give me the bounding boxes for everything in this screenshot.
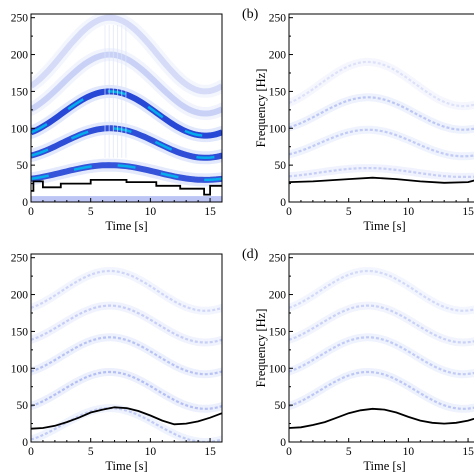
x-tick-label: 15	[204, 446, 216, 458]
harmonic-ridge-peak	[31, 127, 222, 160]
spectrogram-heatmap	[31, 267, 222, 442]
harmonic-ridge-halo	[289, 125, 474, 161]
panel-d: 0 50 100 150 200 250 0 5 10 15 Time [s] Frequency […	[242, 247, 474, 473]
y-tick-label: 100	[11, 123, 29, 135]
panel-c: 0 50 100 150 200 250 0 5 10 15 Time [s]	[11, 253, 223, 473]
harmonic-ridge	[289, 96, 474, 131]
y-tick-label: 100	[269, 363, 287, 375]
x-tick-label: 15	[204, 206, 216, 218]
harmonic-ridge	[31, 407, 222, 442]
y-tick-label: 100	[269, 123, 287, 135]
y-tick-label: 50	[275, 400, 287, 412]
x-axis-label: Time [s]	[105, 219, 147, 233]
y-tick-label: 250	[269, 253, 287, 265]
harmonic-ridge	[31, 370, 222, 410]
x-tick-label: 0	[28, 446, 34, 458]
y-tick-label: 200	[269, 50, 287, 62]
harmonic-ridge	[31, 51, 222, 117]
harmonic-ridge	[31, 336, 222, 376]
low-frequency-band	[31, 196, 222, 202]
plot-area	[289, 14, 474, 202]
x-tick-label: 5	[88, 206, 94, 218]
y-tick-label: 250	[269, 13, 287, 25]
tracking-line	[31, 179, 222, 196]
harmonic-ridge-peak	[31, 90, 222, 137]
harmonic-ridge	[289, 336, 474, 376]
y-tick-label: 200	[269, 290, 287, 302]
y-tick-label: 0	[22, 197, 28, 209]
spectrogram-heatmap	[31, 14, 222, 202]
harmonic-ridge-halo	[31, 267, 222, 315]
harmonic-ridge	[31, 14, 222, 95]
panel-label: (b)	[242, 7, 259, 22]
y-tick-label: 200	[11, 290, 29, 302]
y-tick-label: 0	[280, 197, 286, 209]
harmonic-ridge	[289, 304, 474, 344]
x-tick-label: 10	[403, 206, 415, 218]
y-tick-label: 250	[11, 13, 29, 25]
spectrogram-heatmap	[289, 267, 474, 429]
x-tick-label: 10	[403, 446, 415, 458]
harmonic-ridge-halo	[289, 333, 474, 379]
x-axis-label: Time [s]	[363, 219, 405, 233]
y-tick-label: 150	[269, 326, 287, 338]
harmonic-ridge-peak	[31, 163, 222, 182]
x-axis-label: Time [s]	[105, 459, 147, 473]
harmonic-ridge	[31, 269, 222, 312]
y-tick-label: 150	[11, 86, 29, 98]
harmonic-ridge	[289, 128, 474, 158]
panel-a: 0 50 100 150 200 250 0 5 10 15 Time [s]	[11, 13, 223, 233]
y-axis-label: Frequency [Hz]	[254, 69, 268, 148]
harmonic-ridge-halo	[289, 301, 474, 347]
x-tick-label: 5	[346, 446, 352, 458]
x-tick-label: 15	[462, 446, 474, 458]
harmonic-ridge-halo	[289, 57, 474, 111]
harmonic-ridge-halo	[31, 301, 222, 347]
plot-area	[289, 254, 474, 442]
y-tick-label: 50	[17, 400, 29, 412]
y-tick-label: 150	[11, 326, 29, 338]
y-axis-label: Frequency [Hz]	[254, 309, 268, 388]
harmonic-ridge-halo	[289, 164, 474, 181]
x-tick-label: 0	[286, 446, 292, 458]
x-tick-label: 10	[145, 446, 157, 458]
y-tick-label: 0	[280, 437, 286, 449]
tracking-line	[31, 406, 222, 430]
x-tick-label: 5	[88, 446, 94, 458]
x-tick-label: 10	[145, 206, 157, 218]
y-tick-label: 250	[11, 253, 29, 265]
harmonic-ridge-halo	[31, 48, 222, 120]
harmonic-ridge-halo	[31, 404, 222, 442]
tracking-line	[289, 407, 474, 429]
x-tick-label: 0	[286, 206, 292, 218]
x-tick-label: 0	[28, 206, 34, 218]
y-tick-label: 50	[275, 160, 287, 172]
harmonic-ridge	[289, 60, 474, 108]
y-tick-label: 100	[11, 363, 29, 375]
x-axis-label: Time [s]	[363, 459, 405, 473]
panel-b: 0 50 100 150 200 250 0 5 10 15 Time [s] Frequency […	[242, 7, 474, 233]
spectrogram-heatmap	[289, 57, 474, 184]
harmonic-ridge-halo	[289, 267, 474, 315]
y-tick-label: 150	[269, 86, 287, 98]
harmonic-ridge	[31, 304, 222, 344]
harmonic-ridge	[289, 269, 474, 312]
x-tick-label: 5	[346, 206, 352, 218]
x-tick-label: 15	[462, 206, 474, 218]
tracking-line	[289, 176, 474, 184]
y-tick-label: 0	[22, 437, 28, 449]
y-tick-label: 50	[17, 160, 29, 172]
y-tick-label: 200	[11, 50, 29, 62]
harmonic-ridge	[289, 167, 474, 178]
harmonic-ridge	[289, 370, 474, 410]
panel-label: (d)	[242, 247, 259, 262]
harmonic-ridge-halo	[31, 14, 222, 98]
